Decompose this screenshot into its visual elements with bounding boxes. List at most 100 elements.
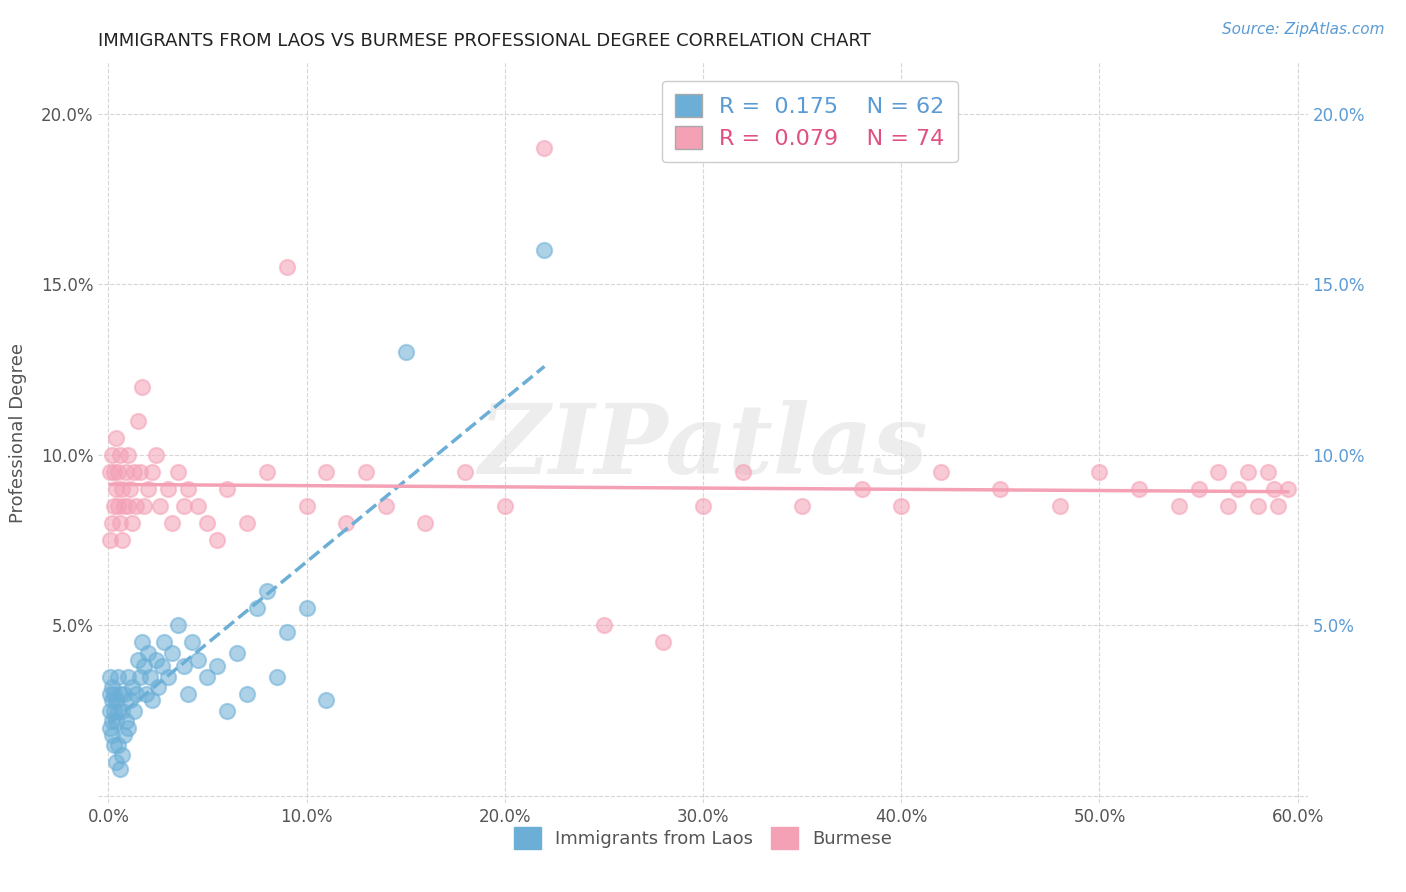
Point bbox=[111, 482, 134, 496]
Point bbox=[207, 659, 229, 673]
Point bbox=[731, 465, 754, 479]
Text: Source: ZipAtlas.com: Source: ZipAtlas.com bbox=[1222, 22, 1385, 37]
Point bbox=[120, 693, 142, 707]
Point bbox=[98, 465, 121, 479]
Point bbox=[236, 516, 259, 530]
Point bbox=[98, 669, 121, 683]
Point bbox=[103, 704, 125, 718]
Point bbox=[176, 687, 198, 701]
Point bbox=[1277, 482, 1299, 496]
Point bbox=[110, 448, 132, 462]
Point bbox=[156, 669, 179, 683]
Point bbox=[217, 704, 239, 718]
Point bbox=[1257, 465, 1279, 479]
Point bbox=[533, 243, 555, 257]
Point bbox=[107, 704, 129, 718]
Point bbox=[127, 652, 149, 666]
Point bbox=[197, 669, 219, 683]
Point bbox=[101, 693, 124, 707]
Point bbox=[101, 516, 124, 530]
Point bbox=[593, 618, 616, 632]
Point bbox=[121, 516, 143, 530]
Point bbox=[295, 499, 318, 513]
Point bbox=[103, 465, 125, 479]
Point bbox=[454, 465, 477, 479]
Point bbox=[105, 714, 128, 728]
Point bbox=[256, 465, 278, 479]
Point bbox=[217, 482, 239, 496]
Point bbox=[122, 704, 145, 718]
Point bbox=[652, 635, 675, 649]
Point bbox=[851, 482, 873, 496]
Point bbox=[173, 659, 195, 673]
Point bbox=[890, 499, 912, 513]
Point bbox=[315, 693, 337, 707]
Point bbox=[1128, 482, 1150, 496]
Point bbox=[107, 499, 129, 513]
Point bbox=[110, 687, 132, 701]
Point bbox=[98, 721, 121, 735]
Point bbox=[107, 669, 129, 683]
Point bbox=[107, 465, 129, 479]
Point bbox=[103, 738, 125, 752]
Point bbox=[121, 680, 143, 694]
Point bbox=[129, 669, 152, 683]
Point bbox=[186, 652, 208, 666]
Point bbox=[105, 755, 128, 769]
Point bbox=[1088, 465, 1111, 479]
Point bbox=[107, 738, 129, 752]
Point bbox=[136, 646, 159, 660]
Point bbox=[132, 659, 155, 673]
Point bbox=[117, 721, 139, 735]
Point bbox=[176, 482, 198, 496]
Point bbox=[1167, 499, 1189, 513]
Point bbox=[125, 687, 148, 701]
Point bbox=[101, 680, 124, 694]
Point bbox=[98, 687, 121, 701]
Point bbox=[166, 465, 188, 479]
Point bbox=[146, 680, 169, 694]
Text: ZIPatlas: ZIPatlas bbox=[478, 401, 928, 494]
Point bbox=[117, 499, 139, 513]
Point bbox=[136, 482, 159, 496]
Point bbox=[98, 704, 121, 718]
Point bbox=[135, 687, 157, 701]
Point bbox=[141, 465, 163, 479]
Point bbox=[112, 728, 135, 742]
Point bbox=[129, 465, 152, 479]
Point bbox=[145, 448, 167, 462]
Point bbox=[103, 687, 125, 701]
Point bbox=[988, 482, 1011, 496]
Point bbox=[186, 499, 208, 513]
Point bbox=[315, 465, 337, 479]
Point bbox=[256, 584, 278, 599]
Point bbox=[125, 499, 148, 513]
Point bbox=[112, 499, 135, 513]
Point bbox=[160, 516, 183, 530]
Point bbox=[1218, 499, 1240, 513]
Point bbox=[1187, 482, 1209, 496]
Point bbox=[111, 747, 134, 762]
Point bbox=[98, 533, 121, 547]
Point bbox=[141, 693, 163, 707]
Point bbox=[122, 465, 145, 479]
Point bbox=[131, 635, 153, 649]
Point bbox=[153, 635, 176, 649]
Point bbox=[117, 448, 139, 462]
Point bbox=[117, 669, 139, 683]
Point bbox=[105, 693, 128, 707]
Point bbox=[1049, 499, 1071, 513]
Point bbox=[145, 652, 167, 666]
Point bbox=[127, 414, 149, 428]
Point bbox=[110, 516, 132, 530]
Point bbox=[226, 646, 249, 660]
Point bbox=[929, 465, 952, 479]
Point bbox=[120, 482, 142, 496]
Point bbox=[112, 687, 135, 701]
Point bbox=[415, 516, 437, 530]
Y-axis label: Professional Degree: Professional Degree bbox=[10, 343, 27, 523]
Point bbox=[1267, 499, 1289, 513]
Point bbox=[1247, 499, 1270, 513]
Point bbox=[276, 625, 298, 640]
Point bbox=[494, 499, 516, 513]
